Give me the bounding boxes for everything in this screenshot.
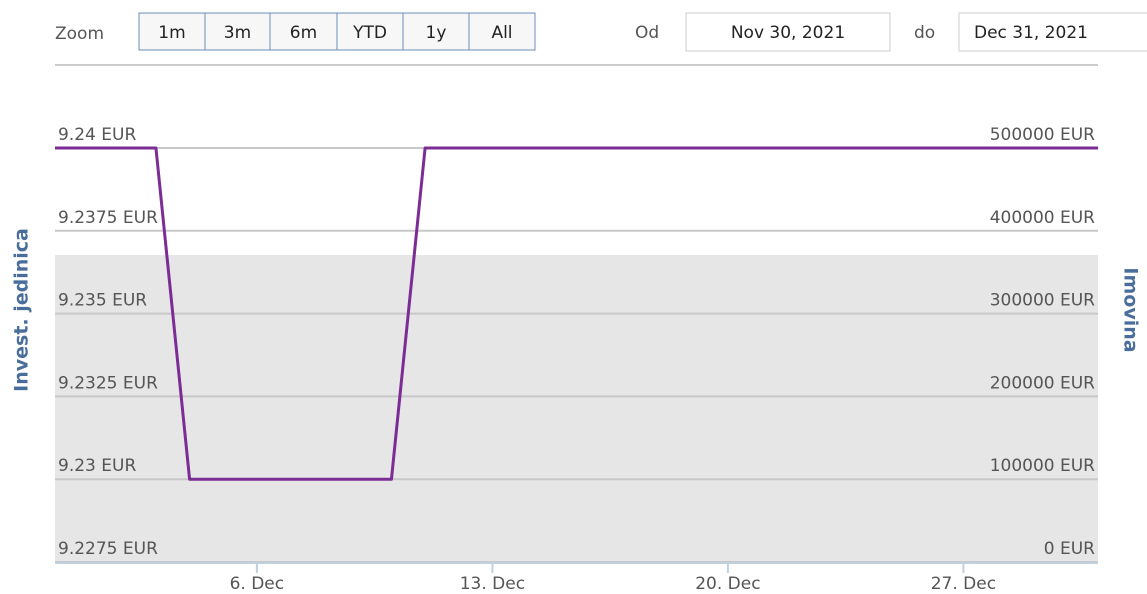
zoom-button[interactable]: 6m (269, 12, 338, 51)
from-input-text[interactable]: Nov 30, 2021 (731, 23, 845, 43)
zoom-button[interactable]: 1m (138, 12, 206, 51)
zoom-button-label[interactable]: All (491, 23, 512, 43)
x-tick-label: 13. Dec (460, 574, 525, 594)
zoom-button-box[interactable] (336, 12, 404, 51)
y-tick-label: 9.2275 EUR (58, 539, 158, 559)
to-label: do (914, 23, 935, 43)
to-input[interactable] (958, 12, 1147, 52)
zoom-button[interactable]: YTD (336, 12, 404, 51)
zoom-button[interactable]: All (468, 12, 536, 51)
y-tick-label: 9.23 EUR (58, 456, 136, 476)
y2-tick-label: 200000 EUR (990, 373, 1095, 393)
zoom-button-box[interactable] (468, 12, 536, 51)
plot-band (55, 255, 1098, 562)
y2-axis-title: Imovina (1120, 267, 1142, 352)
y2-tick-label: 500000 EUR (990, 125, 1095, 145)
y-tick-label: 9.24 EUR (58, 125, 136, 145)
y2-tick-label: 400000 EUR (990, 208, 1095, 228)
x-tick-label: 20. Dec (695, 574, 760, 594)
zoom-label: Zoom (55, 24, 104, 44)
to-input-text[interactable]: Dec 31, 2021 (974, 23, 1088, 43)
zoom-button-label[interactable]: 1m (158, 23, 185, 43)
y-axis-title: Invest. jedinica (11, 228, 33, 392)
zoom-button-box[interactable] (204, 12, 271, 51)
zoom-button-box[interactable] (138, 12, 206, 51)
y2-tick-label: 300000 EUR (990, 291, 1095, 311)
series-line (55, 146, 1098, 481)
from-label: Od (635, 23, 659, 43)
zoom-button-label[interactable]: YTD (352, 23, 387, 43)
x-tick-label: 6. Dec (230, 574, 285, 594)
y-tick-label: 9.2375 EUR (58, 208, 158, 228)
y2-tick-label: 100000 EUR (990, 456, 1095, 476)
y-tick-label: 9.2325 EUR (58, 373, 158, 393)
y-tick-label: 9.235 EUR (58, 291, 147, 311)
zoom-button[interactable]: 3m (204, 12, 271, 51)
y2-tick-label: 0 EUR (1044, 539, 1095, 559)
zoom-button-label[interactable]: 1y (426, 23, 447, 43)
zoom-button-label[interactable]: 3m (224, 23, 251, 43)
zoom-button-label[interactable]: 6m (290, 23, 317, 43)
from-input[interactable] (685, 12, 891, 52)
x-tick-label: 27. Dec (931, 574, 996, 594)
zoom-button[interactable]: 1y (402, 12, 470, 51)
